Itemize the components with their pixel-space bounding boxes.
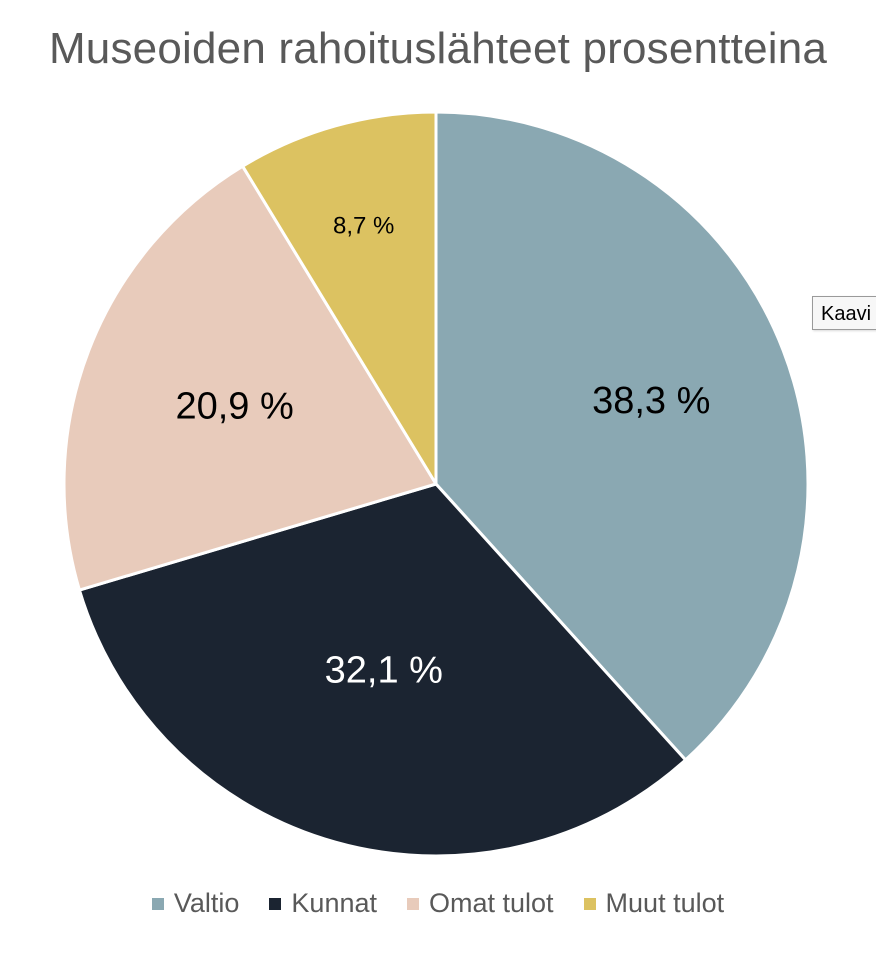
legend-swatch — [407, 897, 419, 910]
legend-item-muut-tulot[interactable]: Muut tulot — [583, 888, 725, 919]
legend-label: Muut tulot — [605, 888, 725, 918]
data-label-muut-tulot: 8,7 % — [333, 213, 394, 240]
pie-slice-omat-tulot[interactable] — [62, 164, 438, 592]
chart-legend: Valtio Kunnat Omat tulot Muut tulot — [0, 888, 876, 919]
legend-item-omat-tulot[interactable]: Omat tulot — [407, 888, 554, 919]
data-label-kunnat: 32,1 % — [325, 649, 443, 691]
pie-slice-valtio[interactable] — [434, 110, 810, 762]
legend-label: Kunnat — [291, 888, 377, 918]
legend-label: Valtio — [173, 888, 240, 918]
pie-slice-muut-tulot[interactable] — [241, 110, 438, 486]
pie-slice-kunnat[interactable] — [77, 482, 687, 858]
legend-label: Omat tulot — [429, 888, 554, 918]
data-label-valtio: 38,3 % — [592, 380, 710, 422]
legend-swatch — [269, 897, 282, 910]
chart-title: Museoiden rahoituslähteet prosentteina — [48, 24, 828, 73]
legend-swatch — [583, 897, 596, 910]
data-label-omat-tulot: 20,9 % — [175, 385, 293, 427]
legend-item-valtio[interactable]: Valtio — [151, 888, 240, 919]
legend-swatch — [151, 897, 164, 910]
legend-item-kunnat[interactable]: Kunnat — [269, 888, 377, 919]
chart-tooltip: Kaavi — [812, 296, 876, 330]
